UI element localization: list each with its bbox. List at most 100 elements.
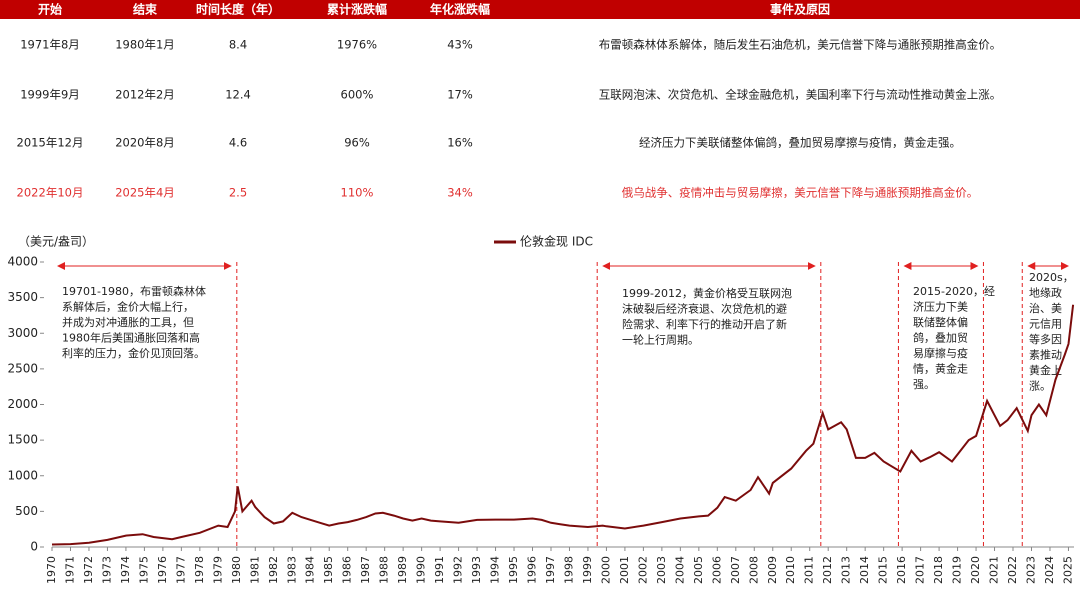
x-tick-label: 2018 [932,556,945,584]
annotation-text: 利率的压力，金价见顶回落。 [62,346,205,360]
x-tick-label: 1990 [415,556,428,584]
table-cell: 2015年12月 [17,136,84,150]
table-cell: 2.5 [229,186,247,200]
x-tick-label: 2010 [784,556,797,584]
x-tick-label: 1993 [470,556,483,584]
annotation-text: 系解体后，金价大幅上行， [62,300,194,314]
table-cell: 110% [341,186,374,200]
x-tick-label: 1982 [267,556,280,584]
y-tick-label: 1000 [7,468,38,482]
x-tick-label: 2022 [1006,556,1019,584]
x-tick-label: 1983 [285,556,298,584]
y-tick-label: 2000 [7,397,38,411]
x-tick-label: 1996 [526,556,539,584]
annotation-text: 黄金上 [1029,363,1062,377]
y-tick-label: 0 [30,540,38,554]
y-tick-label: 3500 [7,290,38,304]
x-tick-label: 1979 [211,556,224,584]
x-tick-label: 2025 [1061,556,1074,584]
x-tick-label: 2013 [840,556,853,584]
annotation-text: 险需求、利率下行的推动开启了新 [622,317,787,331]
annotation-text: 易摩擦与疫 [913,346,968,360]
y-tick-label: 500 [15,504,38,518]
x-tick-label: 1985 [322,556,335,584]
table-cell: 经济压力下美联储整体偏鸽，叠加贸易摩擦与疫情，黄金走强。 [639,136,961,150]
x-tick-label: 2016 [895,556,908,584]
table-cell: 1976% [337,38,377,52]
annotation-text: 2020s， [1029,271,1074,284]
annotation-text: 沫破裂后经济衰退、次贷危机的避 [622,302,787,316]
table-cell: 1980年1月 [115,38,175,52]
annotation-text: 等多因 [1029,332,1062,346]
x-tick-label: 2012 [821,556,834,584]
y-tick-label: 2500 [7,361,38,375]
annotation-text: 治、美 [1029,301,1062,315]
x-tick-label: 2020 [969,556,982,584]
annotation-text: 1999-2012，黄金价格受互联网泡 [622,286,792,300]
x-tick-label: 1999 [581,556,594,584]
table-header-cell: 开始 [38,2,62,17]
x-tick-label: 1976 [156,556,169,584]
x-tick-label: 1980 [230,556,243,584]
x-tick-label: 2023 [1024,556,1037,584]
y-axis-label: （美元/盎司） [18,235,94,249]
table-cell: 8.4 [229,38,247,52]
x-tick-label: 1973 [100,556,113,584]
x-tick-label: 2007 [729,556,742,584]
x-tick-label: 2024 [1043,556,1056,584]
x-tick-label: 1977 [174,556,187,584]
x-tick-label: 2017 [914,556,927,584]
x-tick-label: 2009 [766,556,779,584]
table-cell: 17% [447,88,473,102]
x-tick-label: 2019 [951,556,964,584]
annotation-text: 并成为对冲通胀的工具，但 [62,315,194,329]
annotation-text: 涨。 [1029,380,1051,393]
x-tick-label: 2003 [655,556,668,584]
annotation-text: 济压力下美 [913,300,968,314]
y-tick-label: 3000 [7,326,38,340]
x-tick-label: 1991 [433,556,446,584]
x-tick-label: 2021 [988,556,1001,584]
table-cell: 16% [447,136,473,150]
annotation-text: 地缘政 [1029,286,1062,300]
price-line [51,304,1075,546]
table-cell: 俄乌战争、疫情冲击与贸易摩擦，美元信誉下降与通胀预期推高金价。 [622,186,979,200]
table-header-cell: 时间长度（年） [196,2,280,17]
legend-label: 伦敦金现 IDC [520,234,593,249]
x-tick-label: 1984 [304,556,317,584]
x-tick-label: 1974 [119,556,132,584]
table-cell: 96% [344,136,370,150]
annotation-text: 元信用 [1029,318,1062,331]
x-tick-label: 2006 [710,556,723,584]
table-cell: 2022年10月 [17,186,84,200]
x-tick-label: 2008 [747,556,760,584]
x-tick-label: 1987 [359,556,372,584]
x-tick-label: 1971 [63,556,76,584]
table-cell: 2025年4月 [115,186,175,200]
table-cell: 2012年2月 [115,88,175,102]
table-header-cell: 累计涨跌幅 [327,2,387,17]
table-cell: 互联网泡沫、次贷危机、全球金融危机，美国利率下行与流动性推动黄金上涨。 [599,88,1002,102]
table-header-cell: 结束 [133,2,158,17]
table-cell: 600% [341,88,374,102]
table-cell: 34% [447,186,473,200]
table-cell: 4.6 [229,136,247,150]
x-tick-label: 1998 [562,556,575,584]
table-header-bg [0,0,1080,19]
x-tick-label: 2001 [618,556,631,584]
x-tick-label: 1978 [193,556,206,584]
annotation-text: 情，黄金走 [913,362,968,376]
annotation-text: 19701-1980，布雷顿森林体 [62,284,206,298]
x-tick-label: 1989 [396,556,409,584]
x-tick-label: 2004 [673,556,686,584]
annotation-text: 联储整体偏 [913,315,968,329]
x-tick-label: 1994 [489,556,502,584]
annotation-text: 1980年后美国通胀回落和高 [62,331,200,345]
annotation-text: 强。 [913,378,935,391]
table-cell: 1971年8月 [20,38,80,52]
x-tick-label: 1975 [137,556,150,584]
x-tick-label: 1995 [507,556,520,584]
annotation-text: 素推动 [1029,348,1062,362]
